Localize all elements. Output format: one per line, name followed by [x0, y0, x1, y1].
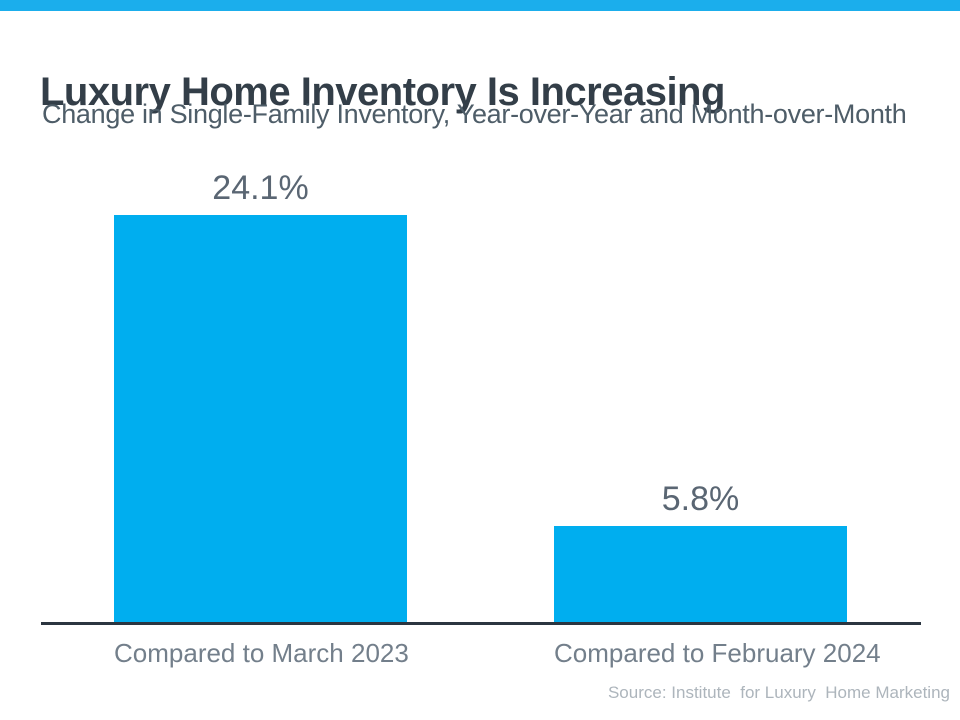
- x-axis-line: [41, 622, 921, 625]
- top-accent-bar: [0, 0, 960, 11]
- bar-group-mom: 5.8%: [554, 482, 847, 624]
- source-note: Source: Institute for Luxury Home Market…: [607, 683, 950, 702]
- category-label-mom: Compared to February 2024: [554, 638, 881, 668]
- page-subtitle: Change in Single-Family Inventory, Year-…: [42, 99, 907, 129]
- category-label-yoy: Compared to March 2023: [114, 638, 409, 668]
- bar-yoy: [114, 215, 407, 624]
- bar-mom: [554, 526, 847, 624]
- value-label-yoy: 24.1%: [212, 169, 309, 207]
- value-label-mom: 5.8%: [661, 480, 740, 518]
- bar-group-yoy: 24.1%: [114, 171, 407, 624]
- bar-chart: 24.1% 5.8%: [41, 154, 921, 625]
- page-title: Luxury Home Inventory Is Increasing: [40, 69, 725, 114]
